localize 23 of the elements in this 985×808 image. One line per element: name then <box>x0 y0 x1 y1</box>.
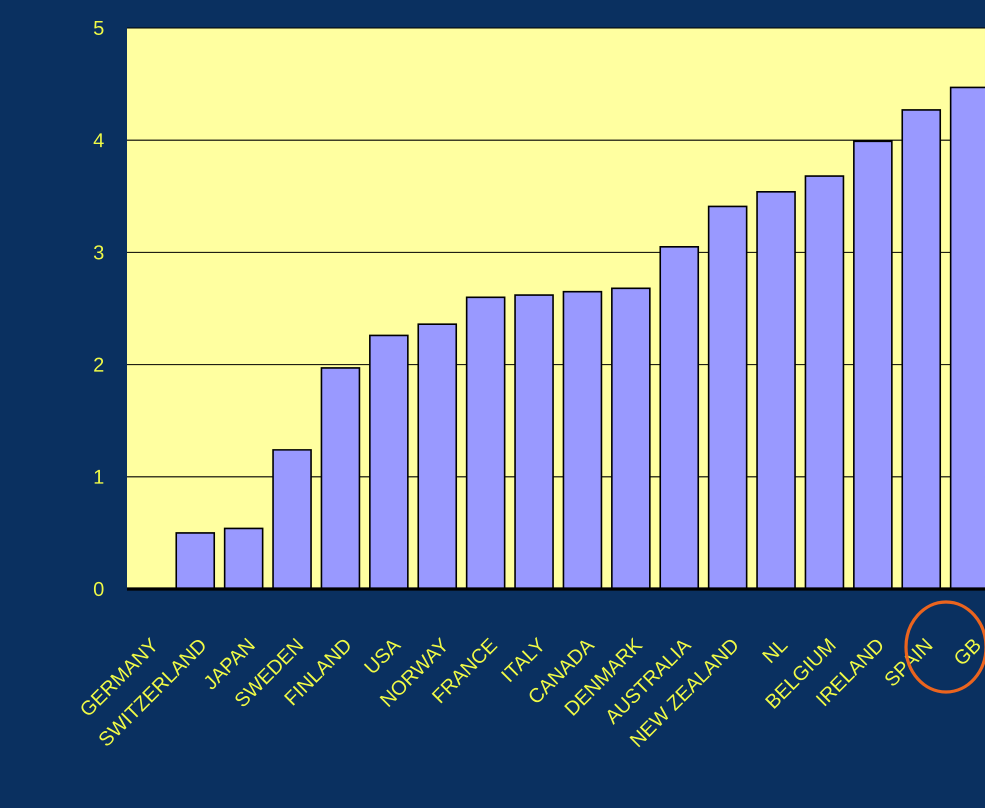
bar <box>321 368 360 589</box>
y-tick-label: 4 <box>94 133 104 148</box>
y-tick-label: 5 <box>94 21 104 35</box>
bar <box>854 141 892 589</box>
bar <box>805 176 844 589</box>
bar <box>418 324 456 589</box>
y-tick-label: 0 <box>94 582 104 596</box>
bar <box>515 295 554 589</box>
bar <box>563 292 602 589</box>
bar <box>902 110 940 589</box>
bar <box>273 450 312 589</box>
bar <box>176 532 214 589</box>
y-tick-label: 1 <box>94 470 104 484</box>
bar <box>466 297 505 589</box>
y-tick-label: 2 <box>94 358 104 372</box>
y-tick-label: 3 <box>94 245 104 260</box>
bar <box>708 206 747 589</box>
bar <box>224 528 263 589</box>
bar <box>370 335 408 589</box>
bar <box>660 246 698 589</box>
x-tick-label: GB <box>955 639 980 664</box>
bar <box>757 192 796 589</box>
bar <box>612 288 650 589</box>
